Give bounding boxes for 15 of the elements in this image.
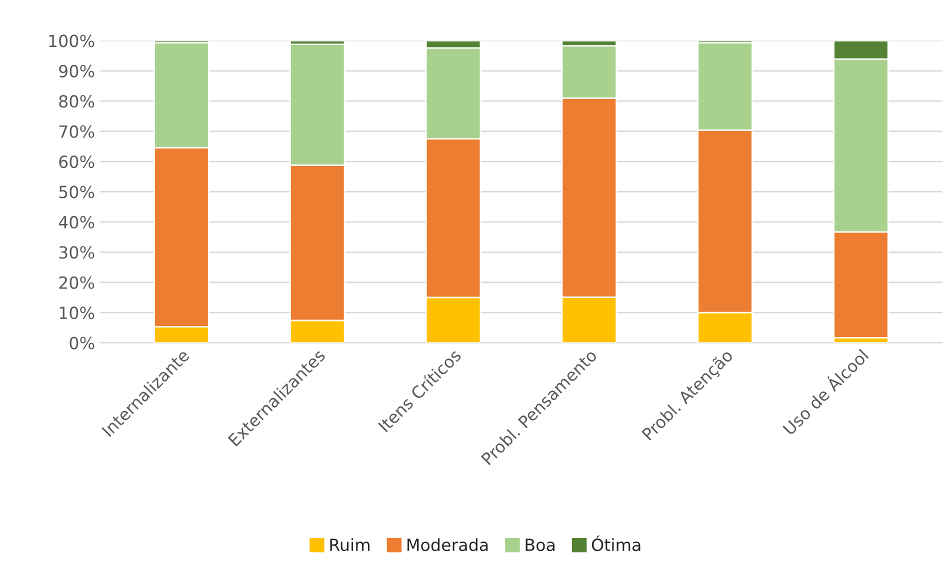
legend-label: Boa — [526, 538, 554, 552]
y-tick-label: 10% — [60, 306, 94, 320]
y-tick-label: 60% — [59, 155, 94, 168]
y-tick-label: 40% — [58, 216, 94, 229]
legend-label: Moderada — [408, 538, 488, 552]
y-tick-label: 70% — [59, 125, 94, 138]
y-tick-label: 20% — [59, 276, 94, 289]
y-tick-label: 30% — [59, 246, 94, 259]
y-tick-label: 100% — [49, 34, 94, 48]
legend-label: Ótima — [592, 535, 640, 552]
y-tick-label: 80% — [59, 95, 94, 108]
y-tick-label: 90% — [59, 64, 94, 78]
legend-label: Ruim — [330, 538, 370, 552]
y-tick-label: 50% — [59, 186, 94, 198]
y-tick-label: 0% — [70, 336, 94, 350]
